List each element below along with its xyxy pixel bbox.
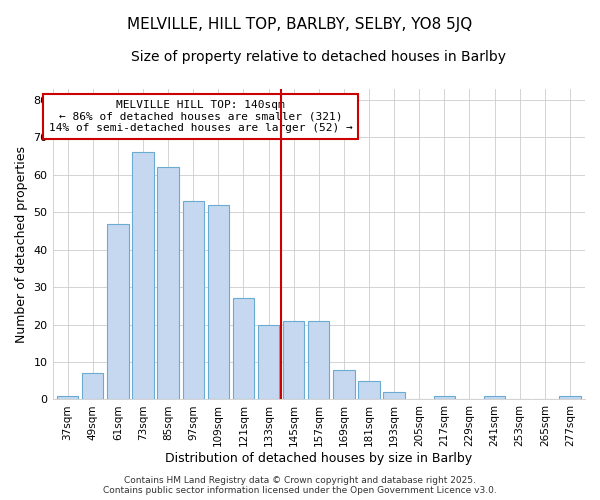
Bar [559, 396, 581, 400]
Bar [333, 370, 355, 400]
Bar [208, 205, 229, 400]
Text: MELVILLE HILL TOP: 140sqm
← 86% of detached houses are smaller (321)
14% of semi: MELVILLE HILL TOP: 140sqm ← 86% of detac… [49, 100, 353, 133]
Text: MELVILLE, HILL TOP, BARLBY, SELBY, YO8 5JQ: MELVILLE, HILL TOP, BARLBY, SELBY, YO8 5… [127, 18, 473, 32]
Bar [484, 396, 505, 400]
Bar [434, 396, 455, 400]
Bar [132, 152, 154, 400]
Bar [82, 374, 103, 400]
Bar [233, 298, 254, 400]
Bar [182, 201, 204, 400]
Bar [107, 224, 128, 400]
Bar [383, 392, 405, 400]
Bar [358, 380, 380, 400]
Title: Size of property relative to detached houses in Barlby: Size of property relative to detached ho… [131, 50, 506, 64]
Bar [57, 396, 78, 400]
Y-axis label: Number of detached properties: Number of detached properties [15, 146, 28, 342]
Bar [157, 168, 179, 400]
Bar [283, 321, 304, 400]
Bar [258, 324, 279, 400]
Bar [308, 321, 329, 400]
Text: Contains HM Land Registry data © Crown copyright and database right 2025.
Contai: Contains HM Land Registry data © Crown c… [103, 476, 497, 495]
X-axis label: Distribution of detached houses by size in Barlby: Distribution of detached houses by size … [165, 452, 472, 465]
